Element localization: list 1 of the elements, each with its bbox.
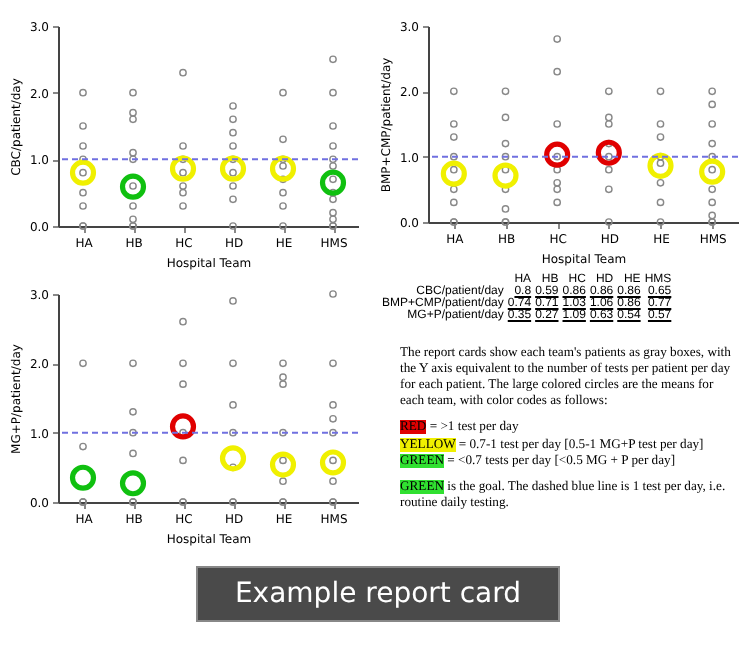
- text: Example report card: [196, 566, 560, 622]
